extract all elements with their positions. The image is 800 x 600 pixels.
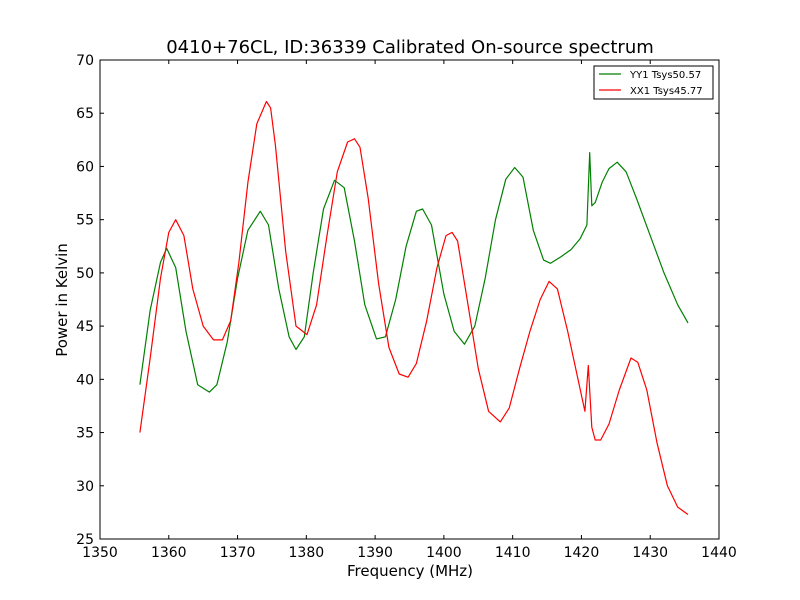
x-tick-label: 1410: [495, 545, 531, 561]
x-tick-label: 1360: [151, 545, 187, 561]
y-tick-label: 35: [76, 426, 94, 442]
x-tick-label: 1380: [289, 545, 325, 561]
y-tick-label: 60: [76, 159, 94, 175]
legend-box: [593, 65, 714, 100]
x-tick-label: 1430: [632, 545, 668, 561]
x-tick-label: 1440: [701, 545, 737, 561]
legend-label-1: XX1 Tsys45.77: [630, 86, 703, 97]
y-tick-label: 40: [76, 372, 94, 388]
y-axis-title: Power in Kelvin: [53, 243, 71, 357]
legend-label-0: YY1 Tsys50.57: [629, 70, 701, 81]
legend: YY1 Tsys50.57 XX1 Tsys45.77: [593, 65, 714, 100]
chart-title: 0410+76CL, ID:36339 Calibrated On-source…: [166, 37, 654, 58]
y-tick-label: 65: [76, 106, 94, 122]
y-tick-label: 50: [76, 266, 94, 282]
x-tick-label: 1420: [564, 545, 600, 561]
x-tick-label: 1350: [82, 545, 118, 561]
x-tick-label: 1370: [220, 545, 256, 561]
y-tick-label: 30: [76, 479, 94, 495]
y-tick-label: 45: [76, 319, 94, 335]
x-tick-label: 1390: [357, 545, 393, 561]
x-axis-title: Frequency (MHz): [347, 562, 473, 580]
y-tick-label: 70: [76, 53, 94, 69]
y-tick-label: 25: [76, 532, 94, 548]
x-tick-label: 1400: [426, 545, 462, 561]
series-line-1: [139, 100, 689, 515]
plot-area: 1350 1360 1370 1380 1390 1400 1410 1420 1430 1440…: [76, 53, 737, 561]
y-tick-label: 55: [76, 213, 94, 229]
plot-frame: [99, 59, 720, 540]
plot-background: [100, 60, 719, 539]
